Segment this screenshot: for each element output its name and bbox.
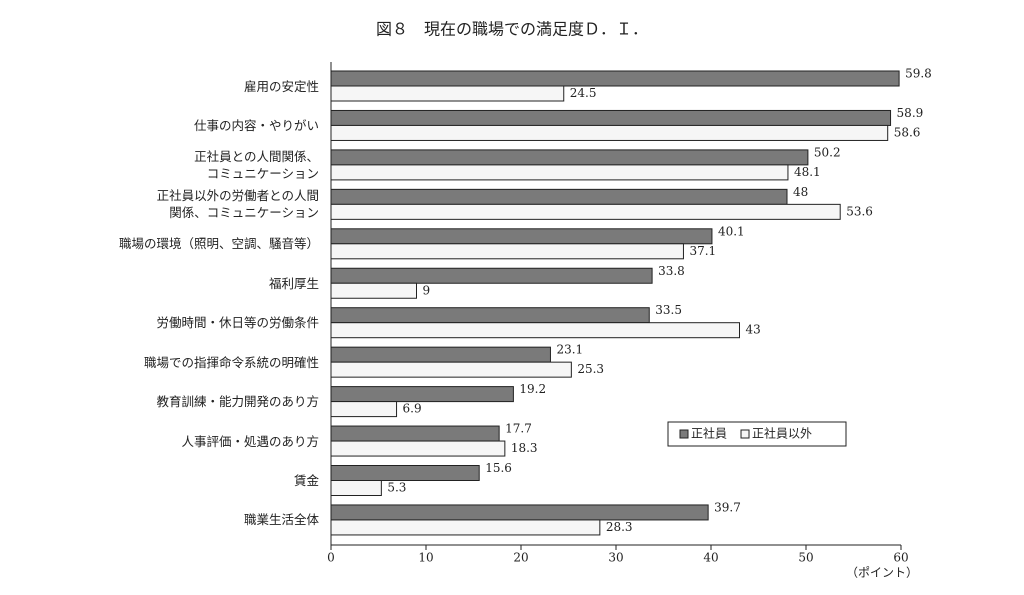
value-label: 25.3 xyxy=(577,362,604,376)
bar xyxy=(330,519,601,536)
bar xyxy=(330,440,506,457)
x-tick-label: 20 xyxy=(513,551,528,565)
chart-title: 図８ 現在の職場での満足度Ｄ．Ｉ． xyxy=(376,20,648,39)
legend-box xyxy=(667,421,847,447)
value-label: 39.7 xyxy=(714,500,741,514)
y-tick-label: 職場での指揮命令系統の明確性 xyxy=(143,354,319,370)
y-tick-label: 正社員以外の労働者との人間 関係、コミュニケーション xyxy=(156,188,319,221)
value-label: 37.1 xyxy=(689,244,716,258)
bar xyxy=(330,346,551,363)
bar xyxy=(330,282,417,299)
value-label: 50.2 xyxy=(814,145,841,159)
bar xyxy=(330,386,514,403)
bar xyxy=(330,425,500,442)
bar xyxy=(330,322,740,339)
bar xyxy=(330,504,709,521)
value-label: 33.5 xyxy=(655,303,682,317)
bar xyxy=(330,243,684,260)
value-label: 28.3 xyxy=(606,520,633,534)
value-label: 19.2 xyxy=(519,382,546,396)
value-label: 24.5 xyxy=(570,86,597,100)
y-tick-label: 仕事の内容・やりがい xyxy=(193,117,319,133)
y-tick-label: 福利厚生 xyxy=(268,275,319,291)
bar xyxy=(330,85,565,102)
y-tick-label: 正社員との人間関係、 コミュニケーション xyxy=(194,148,319,181)
x-tick-label: 10 xyxy=(418,551,433,565)
legend-label: 正社員以外 xyxy=(752,426,812,441)
bar xyxy=(330,109,892,126)
y-tick-label: 労働時間・休日等の労働条件 xyxy=(156,315,319,331)
value-label: 15.6 xyxy=(485,461,512,475)
bar xyxy=(330,203,841,220)
value-label: 17.7 xyxy=(505,422,532,436)
x-tick-label: 50 xyxy=(798,551,813,565)
y-tick-label: 人事評価・処遇のあり方 xyxy=(181,433,319,449)
legend-label: 正社員 xyxy=(691,426,727,441)
value-label: 48 xyxy=(793,185,808,199)
x-axis-title: （ポイント） xyxy=(846,566,918,580)
y-tick-label: 賃金 xyxy=(293,473,319,488)
value-label: 48.1 xyxy=(794,165,821,179)
legend-swatch xyxy=(740,429,750,439)
bar xyxy=(330,307,650,324)
x-tick-label: 30 xyxy=(608,551,623,565)
value-label: 9 xyxy=(423,283,431,297)
bar xyxy=(330,361,572,378)
y-tick-label: 職場の環境（照明、空調、騒音等） xyxy=(118,236,319,252)
y-tick-label: 教育訓練・能力開発のあり方 xyxy=(156,394,319,410)
bar xyxy=(330,480,382,496)
y-tick-label: 職業生活全体 xyxy=(243,512,319,528)
value-label: 18.3 xyxy=(511,441,538,455)
x-tick-label: 60 xyxy=(893,551,908,565)
value-label: 58.6 xyxy=(894,125,921,139)
legend-swatch xyxy=(679,429,689,439)
value-label: 5.3 xyxy=(387,481,406,495)
bar xyxy=(330,401,398,418)
bar xyxy=(330,465,480,481)
bar xyxy=(330,188,788,205)
bar xyxy=(330,124,889,141)
bar xyxy=(330,164,789,181)
x-tick-label: 40 xyxy=(703,551,718,565)
value-label: 40.1 xyxy=(718,224,745,238)
value-label: 43 xyxy=(746,323,761,337)
bar xyxy=(330,149,809,166)
x-tick-label: 0 xyxy=(327,551,335,565)
bar xyxy=(330,267,653,284)
value-label: 59.8 xyxy=(905,67,932,81)
value-label: 23.1 xyxy=(556,343,583,357)
value-label: 58.9 xyxy=(897,106,924,120)
value-label: 53.6 xyxy=(846,204,873,218)
value-label: 6.9 xyxy=(403,402,422,416)
y-tick-label: 雇用の安定性 xyxy=(243,78,319,94)
value-label: 33.8 xyxy=(658,264,685,278)
bar xyxy=(330,228,713,245)
bar xyxy=(330,70,900,87)
